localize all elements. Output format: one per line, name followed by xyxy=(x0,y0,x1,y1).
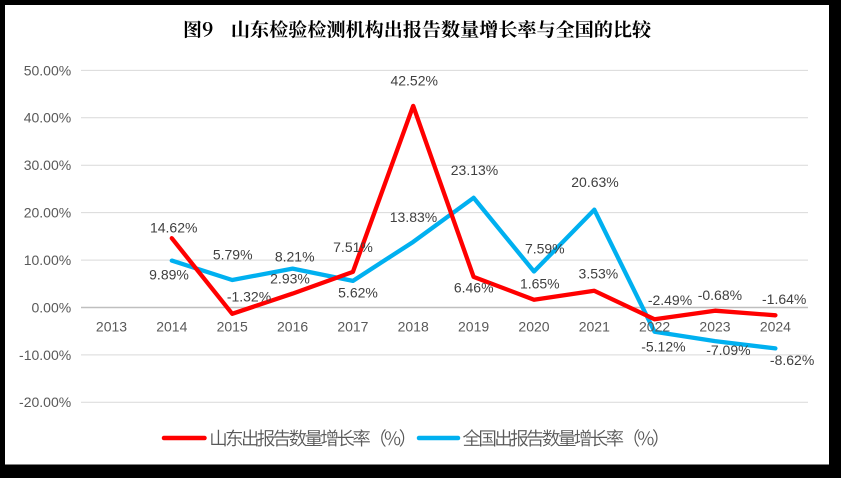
svg-text:10.00%: 10.00% xyxy=(24,252,71,268)
svg-text:2021: 2021 xyxy=(579,318,610,334)
svg-text:40.00%: 40.00% xyxy=(24,110,71,126)
svg-text:20.63%: 20.63% xyxy=(571,174,618,190)
svg-text:0.00%: 0.00% xyxy=(31,299,71,315)
svg-text:-0.68%: -0.68% xyxy=(698,287,742,303)
svg-text:-10.00%: -10.00% xyxy=(19,347,71,363)
svg-text:5.79%: 5.79% xyxy=(213,246,253,262)
svg-text:30.00%: 30.00% xyxy=(24,157,71,173)
svg-text:3.53%: 3.53% xyxy=(579,266,619,282)
svg-text:42.52%: 42.52% xyxy=(390,72,437,88)
svg-text:-5.12%: -5.12% xyxy=(641,339,685,355)
svg-text:-8.62%: -8.62% xyxy=(770,352,814,368)
svg-text:2015: 2015 xyxy=(217,318,248,334)
svg-text:5.62%: 5.62% xyxy=(338,285,378,301)
svg-text:23.13%: 23.13% xyxy=(451,162,498,178)
svg-text:-2.49%: -2.49% xyxy=(648,292,692,308)
svg-text:2020: 2020 xyxy=(518,318,549,334)
svg-text:2014: 2014 xyxy=(156,318,187,334)
svg-text:-7.09%: -7.09% xyxy=(706,342,750,358)
svg-text:2016: 2016 xyxy=(277,318,308,334)
svg-text:1.65%: 1.65% xyxy=(520,276,560,292)
svg-text:7.51%: 7.51% xyxy=(333,239,373,255)
svg-text:13.83%: 13.83% xyxy=(390,209,437,225)
svg-text:20.00%: 20.00% xyxy=(24,205,71,221)
svg-text:9.89%: 9.89% xyxy=(149,266,189,282)
svg-text:8.21%: 8.21% xyxy=(275,248,315,264)
svg-text:6.46%: 6.46% xyxy=(454,280,494,296)
svg-text:2019: 2019 xyxy=(458,318,489,334)
svg-text:2.93%: 2.93% xyxy=(270,271,310,287)
svg-text:-1.32%: -1.32% xyxy=(227,288,271,304)
svg-text:2024: 2024 xyxy=(760,318,791,334)
svg-text:-1.64%: -1.64% xyxy=(762,291,806,307)
svg-text:50.00%: 50.00% xyxy=(24,62,71,78)
svg-text:2013: 2013 xyxy=(96,318,127,334)
svg-text:2017: 2017 xyxy=(337,318,368,334)
svg-text:-20.00%: -20.00% xyxy=(19,394,71,410)
svg-text:2022: 2022 xyxy=(639,318,670,334)
svg-text:7.59%: 7.59% xyxy=(525,241,565,257)
svg-text:2023: 2023 xyxy=(699,318,730,334)
svg-text:2018: 2018 xyxy=(398,318,429,334)
svg-text:14.62%: 14.62% xyxy=(150,219,197,235)
